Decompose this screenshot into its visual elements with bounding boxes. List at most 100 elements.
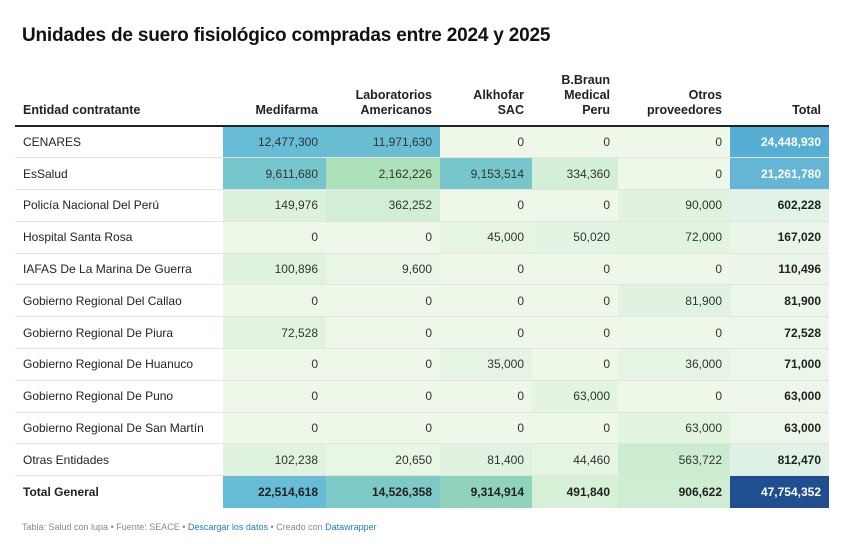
provider-value-cell: 0 [440,126,532,159]
provider-value-cell: 0 [618,126,730,159]
footer-credits: Tabla: Salud con lupa • Fuente: SEACE • … [22,522,377,532]
row-total-cell: 24,448,930 [730,126,829,159]
entity-name-cell: Gobierno Regional Del Callao [15,284,223,318]
row-total-cell: 71,000 [730,348,829,381]
entity-name-cell: Gobierno Regional De Puno [15,380,223,413]
provider-value-cell: 0 [532,284,618,318]
total-general-label: Total General [15,475,223,508]
table-body: CENARES 12,477,300 11,971,630 0 0 0 24,448,930… [15,126,829,477]
provider-value-cell: 20,650 [326,443,440,477]
provider-value-cell: 0 [440,380,532,413]
column-header-line: Laboratorios [355,88,432,102]
data-table: Entidad contratante Medifarma Laboratorios… [15,68,829,508]
grand-total-cell: 47,754,352 [730,475,829,508]
provider-value-cell: 0 [440,316,532,350]
provider-value-cell: 0 [223,412,326,445]
entity-name-cell: Hospital Santa Rosa [15,221,223,254]
footer-source-text: Tabla: Salud con lupa • Fuente: SEACE • [22,522,188,532]
provider-value-cell: 563,722 [618,443,730,477]
column-header-1: Medifarma [223,68,326,127]
column-header-line: Otros [688,88,722,102]
provider-value-cell: 81,900 [618,284,730,318]
column-header-0: Entidad contratante [15,68,223,127]
provider-value-cell: 0 [326,380,440,413]
provider-value-cell: 0 [223,284,326,318]
row-total-cell: 63,000 [730,380,829,413]
entity-name-cell: Gobierno Regional De Piura [15,316,223,350]
entity-name-cell: IAFAS De La Marina De Guerra [15,253,223,286]
column-header-line: SAC [497,103,524,117]
provider-value-cell: 0 [618,316,730,350]
provider-value-cell: 0 [326,316,440,350]
provider-value-cell: 0 [440,189,532,222]
provider-value-cell: 9,600 [326,253,440,286]
table-row: CENARES 12,477,300 11,971,630 0 0 0 24,448,930 [15,126,829,159]
provider-value-cell: 0 [532,253,618,286]
provider-total-cell: 9,314,914 [440,475,532,508]
table-row: Otras Entidades 102,238 20,650 81,400 44,460… [15,443,829,477]
provider-value-cell: 0 [532,348,618,381]
column-header-line: proveedores [646,103,722,117]
table-row: Policía Nacional Del Perú 149,976 362,252 0… [15,189,829,222]
provider-value-cell: 0 [440,284,532,318]
provider-value-cell: 0 [326,412,440,445]
provider-value-cell: 0 [532,126,618,159]
provider-value-cell: 35,000 [440,348,532,381]
row-total-cell: 602,228 [730,189,829,222]
provider-value-cell: 0 [532,316,618,350]
column-header-line: B.Braun [561,73,610,87]
table-row: Gobierno Regional Del Callao 0 0 0 0 81,900 81… [15,284,829,318]
table-row: IAFAS De La Marina De Guerra 100,896 9,600… [15,253,829,286]
provider-value-cell: 100,896 [223,253,326,286]
provider-total-cell: 491,840 [532,475,618,508]
provider-value-cell: 0 [618,157,730,191]
provider-value-cell: 9,611,680 [223,157,326,191]
provider-total-cell: 14,526,358 [326,475,440,508]
entity-name-cell: Gobierno Regional De Huanuco [15,348,223,381]
column-header-line: Medifarma [255,103,318,117]
provider-value-cell: 81,400 [440,443,532,477]
provider-value-cell: 0 [440,253,532,286]
column-header-4: B.Braun Medical Peru [532,68,618,127]
column-header-line: Americanos [360,103,432,117]
entity-name-cell: Otras Entidades [15,443,223,477]
row-total-cell: 110,496 [730,253,829,286]
row-total-cell: 21,261,780 [730,157,829,191]
provider-value-cell: 0 [326,348,440,381]
entity-name-cell: EsSalud [15,157,223,191]
provider-value-cell: 0 [223,380,326,413]
column-header-line: Medical [564,88,610,102]
column-header-2: Laboratorios Americanos [326,68,440,127]
table-row: EsSalud 9,611,680 2,162,226 9,153,514 334,36… [15,157,829,191]
column-header-line: Entidad contratante [23,103,141,117]
provider-value-cell: 63,000 [618,412,730,445]
provider-value-cell: 102,238 [223,443,326,477]
provider-total-cell: 906,622 [618,475,730,508]
provider-value-cell: 44,460 [532,443,618,477]
column-header-line: Total [792,103,821,117]
provider-value-cell: 0 [223,221,326,254]
table-row: Gobierno Regional De Huanuco 0 0 35,000 0 36,… [15,348,829,381]
provider-value-cell: 0 [618,253,730,286]
provider-value-cell: 11,971,630 [326,126,440,159]
provider-value-cell: 0 [223,348,326,381]
table-row: Gobierno Regional De San Martín 0 0 0 0 63,00… [15,412,829,445]
provider-value-cell: 334,360 [532,157,618,191]
download-data-link[interactable]: Descargar los datos [187,522,268,532]
provider-value-cell: 50,020 [532,221,618,254]
column-header-5: Otros proveedores [618,68,730,127]
row-total-cell: 81,900 [730,284,829,318]
provider-value-cell: 9,153,514 [440,157,532,191]
table-row: Hospital Santa Rosa 0 0 45,000 50,020 72,000 1… [15,221,829,254]
provider-value-cell: 149,976 [223,189,326,222]
provider-value-cell: 36,000 [618,348,730,381]
provider-value-cell: 72,528 [223,316,326,350]
row-total-cell: 63,000 [730,412,829,445]
provider-value-cell: 12,477,300 [223,126,326,159]
provider-total-cell: 22,514,618 [223,475,326,508]
provider-value-cell: 0 [326,221,440,254]
datawrapper-link[interactable]: Datawrapper [325,522,377,532]
row-total-cell: 167,020 [730,221,829,254]
footer-middle-text: • Creado con [267,522,326,532]
